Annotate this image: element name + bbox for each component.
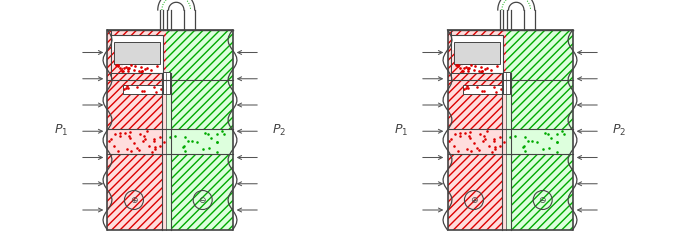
Text: $P_2$: $P_2$ — [272, 122, 286, 138]
Bar — [162, 72, 166, 230]
Text: $P_1$: $P_1$ — [54, 122, 69, 138]
Bar — [506, 30, 573, 80]
Bar — [122, 85, 163, 94]
Bar — [107, 30, 166, 230]
Bar — [107, 30, 166, 80]
Text: $\oplus$: $\oplus$ — [470, 195, 478, 205]
Bar — [163, 72, 169, 94]
Bar — [166, 30, 233, 230]
Bar — [506, 129, 573, 154]
Bar — [107, 30, 233, 230]
Text: $P_2$: $P_2$ — [612, 122, 626, 138]
Bar — [447, 30, 506, 80]
Text: $\ominus$: $\ominus$ — [539, 195, 547, 205]
Text: $\oplus$: $\oplus$ — [130, 195, 138, 205]
Bar — [447, 30, 506, 230]
Bar — [112, 35, 163, 72]
Bar — [112, 50, 122, 88]
Bar — [506, 30, 573, 230]
Bar — [454, 42, 500, 64]
Text: $\ominus$: $\ominus$ — [199, 195, 207, 205]
Bar — [166, 129, 233, 154]
Bar — [452, 50, 462, 88]
Bar — [447, 30, 573, 230]
Bar — [166, 30, 233, 80]
Text: $P_1$: $P_1$ — [394, 122, 409, 138]
Bar — [506, 72, 511, 230]
Bar — [462, 85, 503, 94]
Bar — [447, 129, 506, 154]
Bar — [502, 72, 506, 230]
Bar — [166, 72, 171, 230]
Bar — [107, 129, 166, 154]
Bar — [114, 42, 160, 64]
Bar — [452, 35, 503, 72]
Bar — [503, 72, 509, 94]
